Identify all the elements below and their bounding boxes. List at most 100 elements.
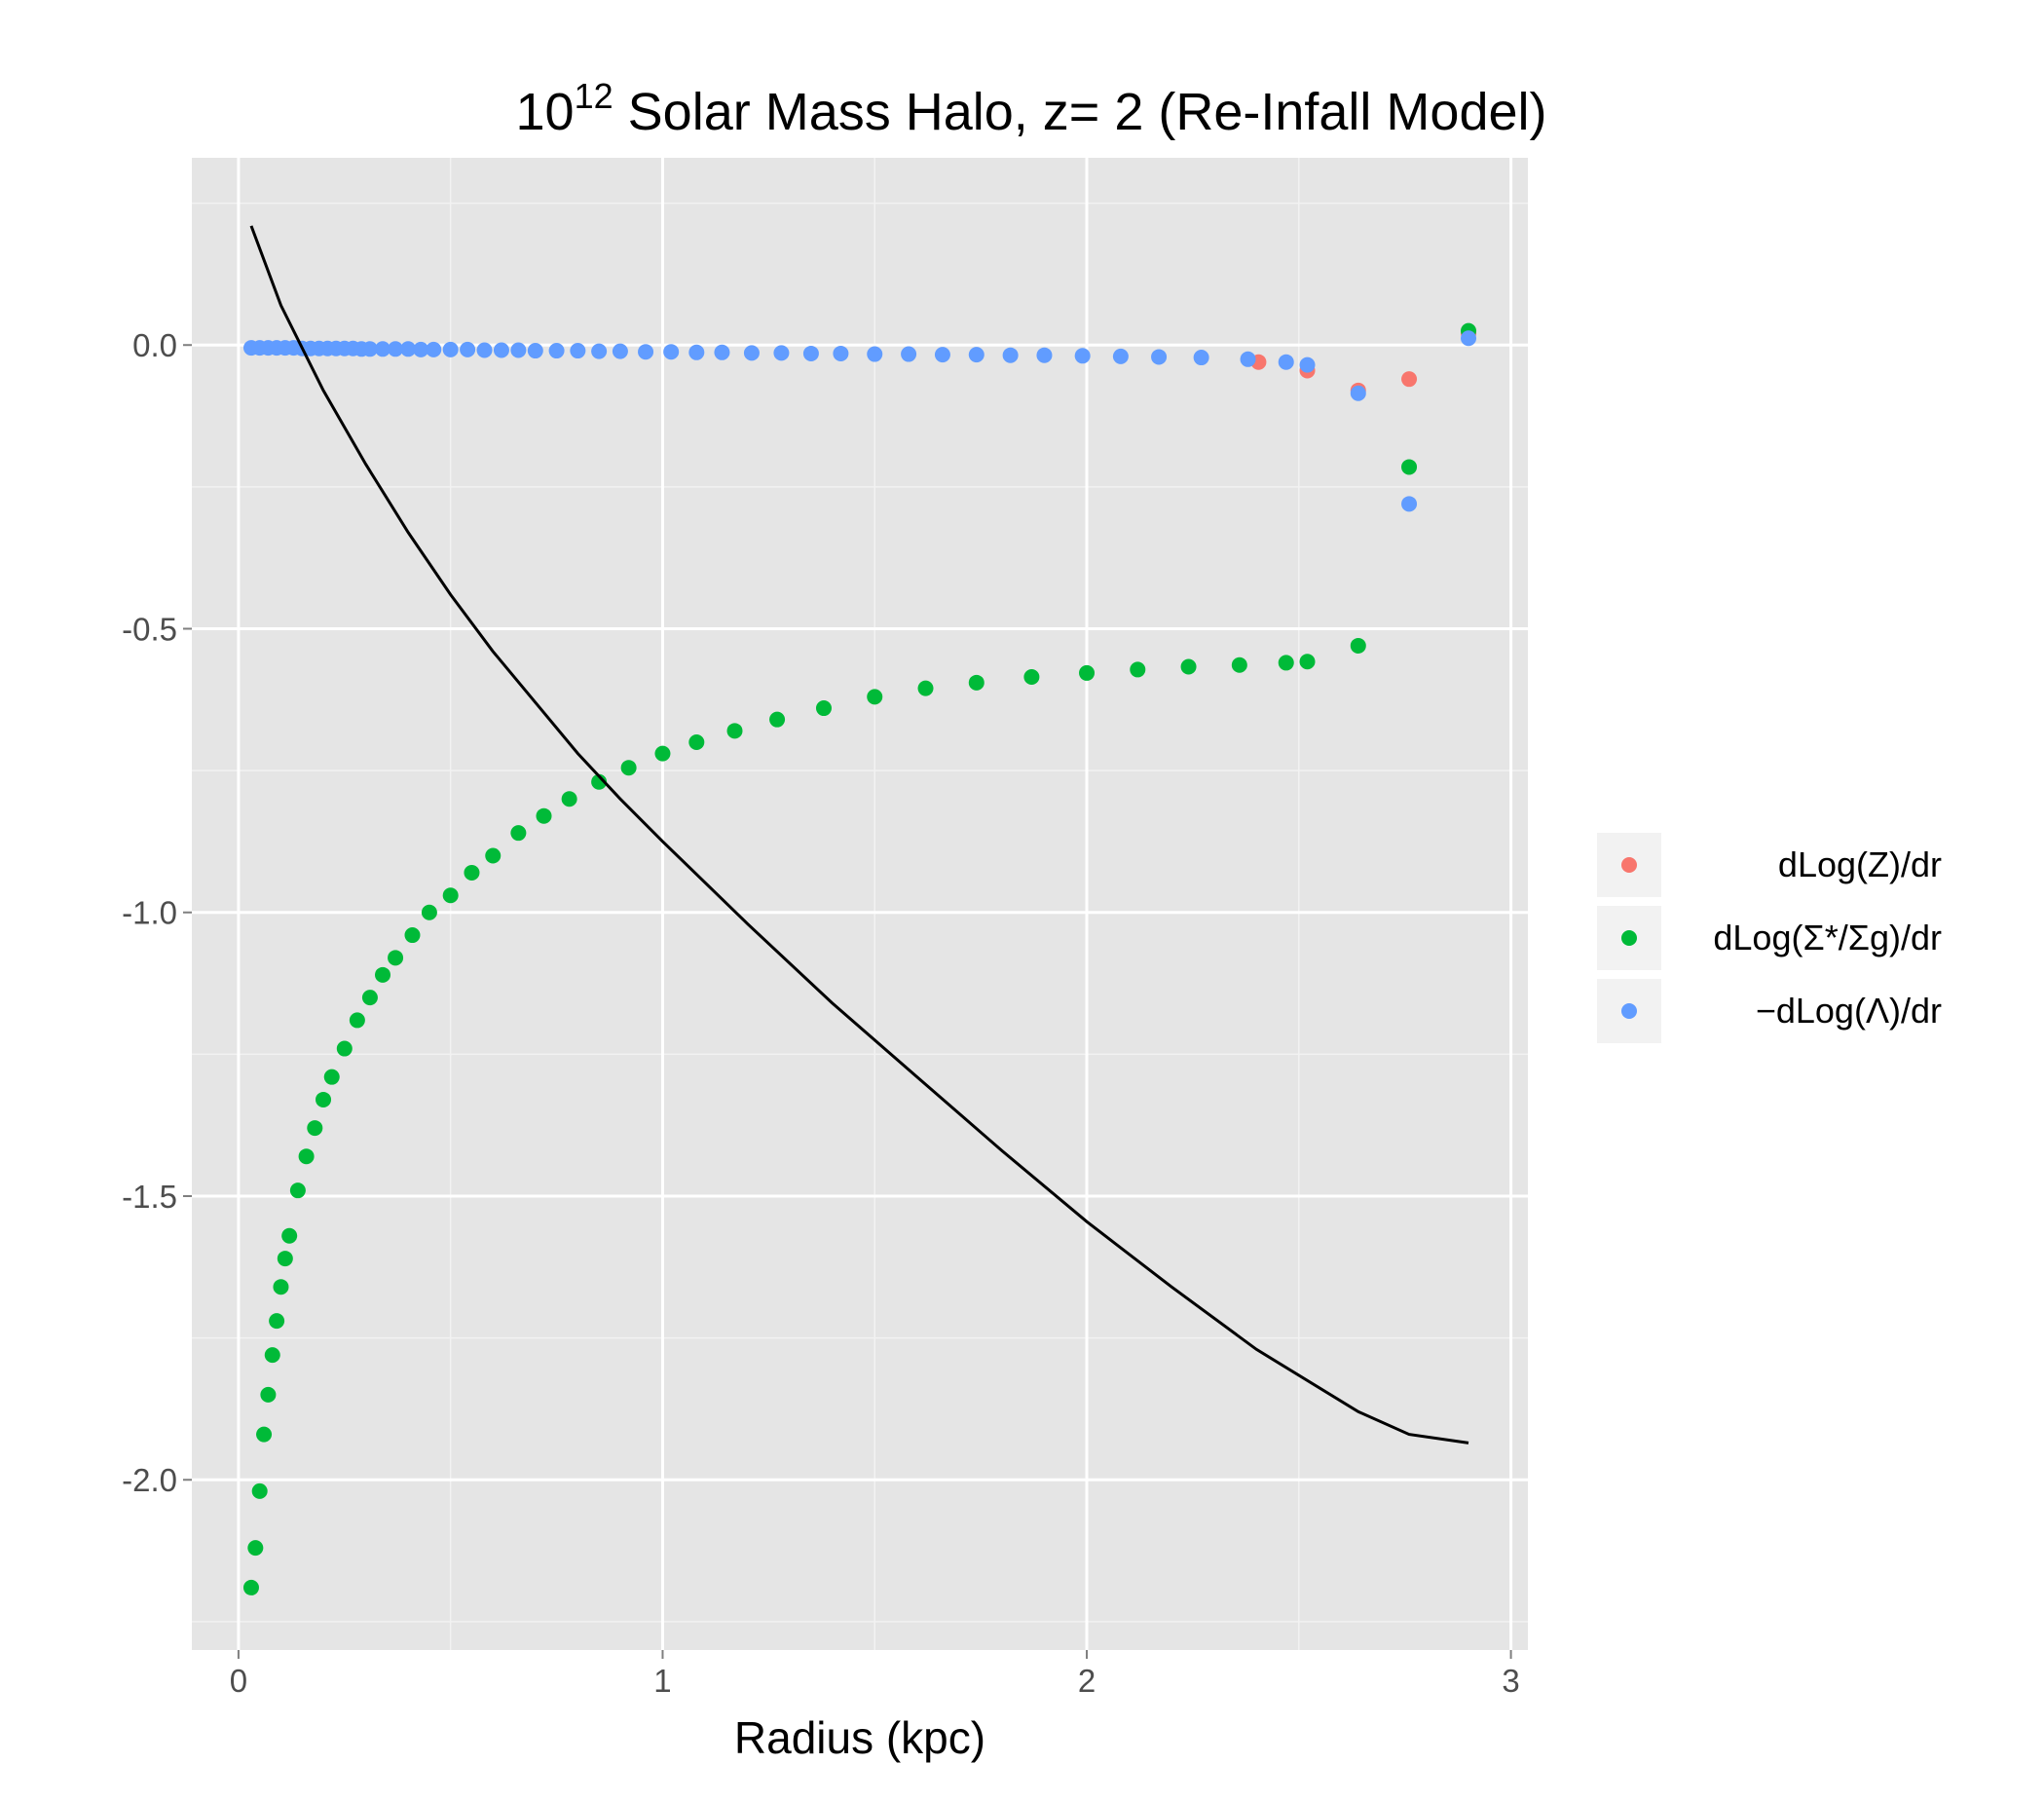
data-point	[1240, 351, 1256, 367]
data-point	[307, 1120, 323, 1137]
data-point	[1350, 385, 1366, 401]
legend-label: −dLog(Λ)/dr	[1756, 991, 1942, 1031]
data-points	[242, 322, 1477, 1595]
series-3	[242, 330, 1477, 512]
y-tick-label: -0.5	[122, 611, 177, 647]
data-point	[654, 745, 671, 762]
data-point	[1461, 330, 1477, 347]
black-curve	[249, 225, 1469, 1445]
data-point	[726, 723, 743, 739]
data-point	[561, 791, 577, 807]
data-point	[485, 847, 502, 864]
chart-title-rest: Solar Mass Halo, z= 2 (Re-Infall Model)	[613, 83, 1547, 141]
data-point	[867, 346, 883, 362]
data-point	[1299, 356, 1316, 373]
y-tick-label: -2.0	[122, 1462, 177, 1498]
data-point	[1036, 347, 1053, 363]
data-point	[714, 344, 730, 360]
data-point	[1231, 657, 1247, 673]
data-point	[1002, 347, 1019, 363]
data-point	[1180, 658, 1197, 675]
grid-major	[192, 158, 1528, 1650]
data-point	[901, 346, 917, 362]
plot-panel	[192, 158, 1528, 1650]
data-point	[413, 341, 429, 357]
data-point	[493, 342, 509, 358]
curve-line	[249, 225, 1469, 1445]
data-point	[460, 341, 476, 357]
data-point	[968, 347, 985, 363]
data-point	[298, 1148, 315, 1165]
data-point	[688, 733, 705, 750]
data-point	[917, 680, 934, 696]
data-point	[769, 711, 786, 728]
data-point	[570, 343, 586, 359]
data-point	[833, 345, 849, 361]
x-axis-title: Radius (kpc)	[734, 1712, 985, 1763]
x-tick-label: 0	[230, 1663, 247, 1699]
data-point	[349, 1012, 365, 1029]
data-point	[815, 700, 832, 717]
data-point	[510, 342, 527, 358]
legend-swatch	[1621, 1003, 1637, 1019]
data-point	[242, 1579, 259, 1595]
y-tick-label: 0.0	[132, 327, 177, 363]
data-point	[663, 344, 680, 360]
y-axis-ticks: 0.0 -0.5 -1.0 -1.5 -2.0	[122, 327, 192, 1498]
data-point	[743, 345, 760, 361]
x-tick-label: 2	[1078, 1663, 1096, 1699]
data-point	[251, 1482, 268, 1499]
legend-item: −dLog(Λ)/dr	[1597, 979, 1942, 1043]
data-point	[388, 341, 404, 357]
chart-title: 1012 Solar Mass Halo, z= 2 (Re-Infall Mo…	[516, 76, 1547, 141]
data-point	[247, 1540, 264, 1557]
data-point	[336, 1040, 353, 1057]
chart-title-exponent: 12	[575, 76, 613, 116]
data-point	[361, 990, 378, 1006]
series-2	[242, 322, 1477, 1595]
data-point	[442, 341, 459, 357]
data-point	[277, 1251, 293, 1267]
data-point	[400, 341, 417, 357]
data-point	[1299, 654, 1316, 670]
data-point	[968, 674, 985, 691]
data-point	[375, 341, 390, 357]
chart-title-base: 10	[516, 83, 575, 141]
data-point	[1112, 348, 1129, 364]
data-point	[620, 760, 637, 776]
data-point	[773, 345, 790, 361]
x-axis-ticks: 0 1 2 3	[230, 1650, 1520, 1699]
data-point	[464, 864, 480, 881]
data-point	[260, 1386, 277, 1403]
data-point	[264, 1347, 280, 1364]
y-tick-label: -1.0	[122, 895, 177, 931]
legend: dLog(Z)/dr dLog(Σ*/Σg)/dr −dLog(Λ)/dr	[1597, 833, 1942, 1043]
legend-label: dLog(Σ*/Σg)/dr	[1713, 918, 1942, 957]
grid-minor	[192, 158, 1528, 1650]
data-point	[1401, 496, 1418, 512]
data-point	[527, 343, 543, 359]
data-point	[421, 904, 437, 920]
data-point	[612, 343, 628, 359]
data-point	[1151, 349, 1168, 365]
data-point	[323, 1069, 340, 1085]
data-point	[1401, 371, 1418, 388]
data-point	[591, 773, 608, 790]
data-point	[536, 807, 552, 824]
data-point	[1079, 664, 1096, 681]
x-tick-label: 3	[1502, 1663, 1519, 1699]
x-tick-label: 1	[653, 1663, 671, 1699]
data-point	[1350, 637, 1366, 654]
data-point	[375, 966, 390, 983]
data-point	[1193, 350, 1209, 366]
legend-item: dLog(Z)/dr	[1597, 833, 1942, 897]
data-point	[388, 950, 404, 966]
data-point	[802, 345, 819, 361]
legend-swatch	[1621, 930, 1637, 946]
data-point	[510, 825, 527, 842]
data-point	[1023, 668, 1040, 685]
y-tick-label: -1.5	[122, 1179, 177, 1215]
data-point	[404, 927, 421, 944]
data-point	[476, 342, 493, 358]
